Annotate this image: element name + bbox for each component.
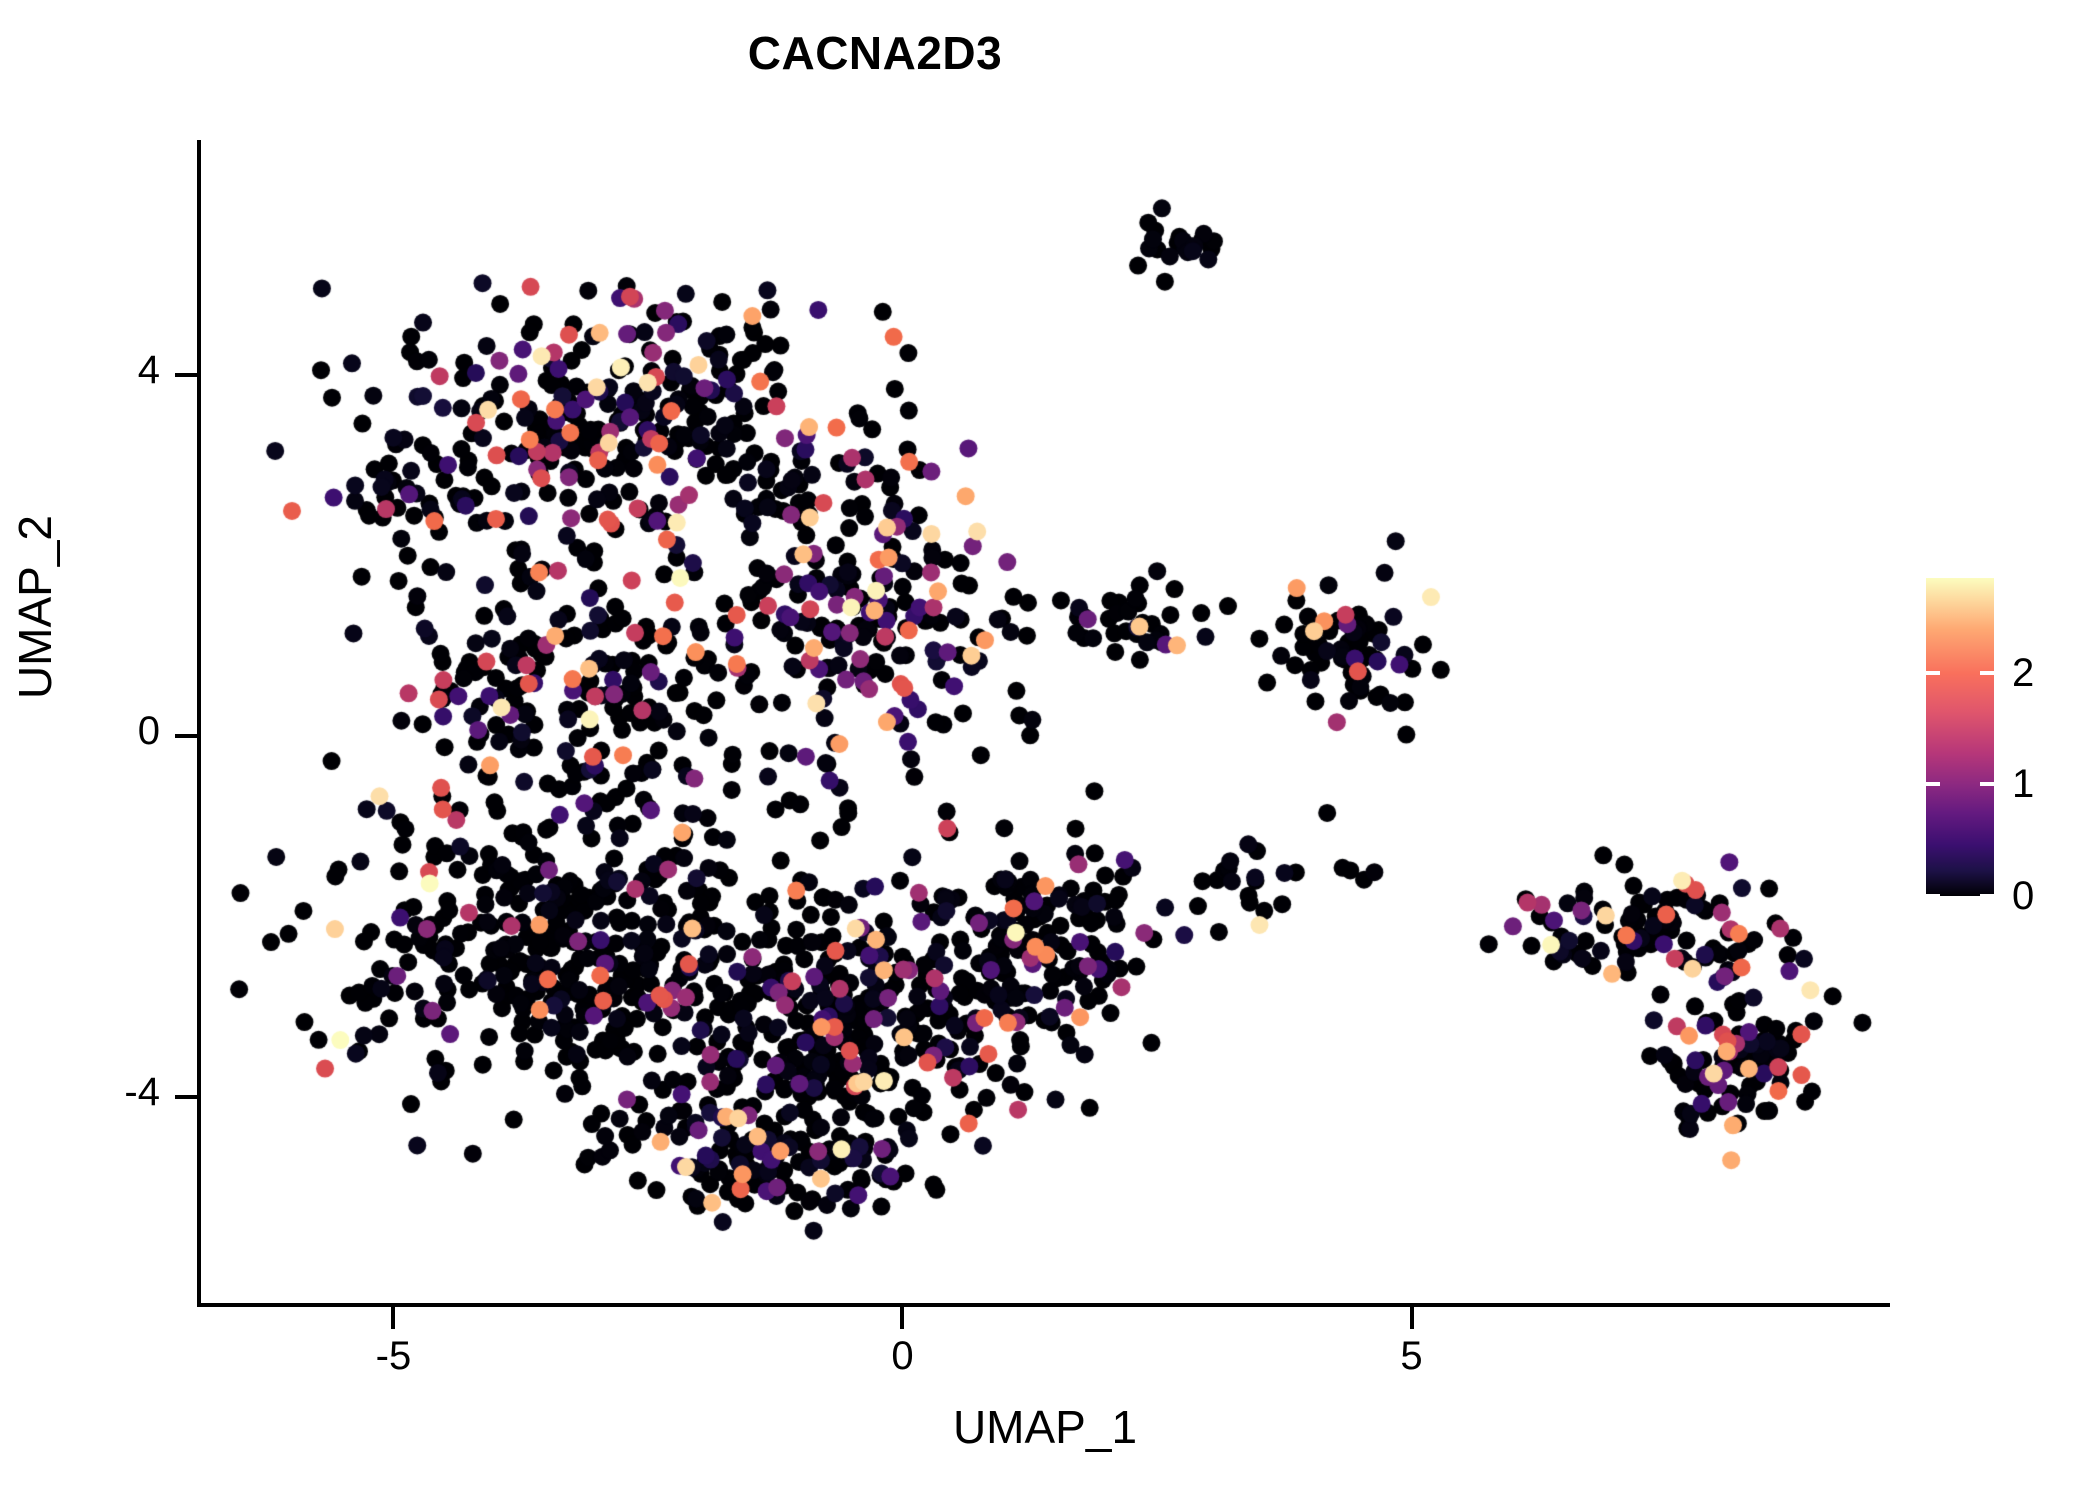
x-tick-label: 5 <box>1400 1334 1423 1378</box>
colorbar-tick-mark <box>1926 782 1940 787</box>
colorbar-tick-mark <box>1980 670 1994 675</box>
colorbar-tick-mark <box>1980 782 1994 787</box>
x-axis-line <box>200 1303 1890 1307</box>
x-axis-title: UMAP_1 <box>952 1401 1138 1453</box>
y-tick-label: -4 <box>124 1070 160 1115</box>
x-tick-mark <box>391 1307 396 1329</box>
colorbar-tick-label: 1 <box>2012 762 2035 807</box>
y-tick-mark <box>175 734 197 739</box>
x-tick-mark <box>1409 1307 1414 1329</box>
x-tick-label: 0 <box>891 1334 914 1378</box>
y-tick-label: 0 <box>137 709 160 754</box>
colorbar-tick-label: 2 <box>2012 650 2035 695</box>
y-tick-label: 4 <box>137 347 160 392</box>
x-tick-label: -5 <box>375 1334 412 1378</box>
plot-panel <box>200 140 1890 1305</box>
x-tick-mark <box>900 1307 905 1329</box>
y-axis-title: UMAP_2 <box>9 514 61 700</box>
colorbar-gradient <box>1926 578 1994 896</box>
page-title: CACNA2D3 <box>747 27 1003 79</box>
y-tick-mark <box>175 1095 197 1100</box>
colorbar-legend: 0 1 2 <box>1926 578 2034 916</box>
y-tick-mark <box>175 372 197 377</box>
colorbar-tick-mark <box>1926 670 1940 675</box>
colorbar-tick-label: 0 <box>2012 874 2035 918</box>
colorbar-tick-mark <box>1980 894 1994 898</box>
y-axis-line <box>197 140 201 1307</box>
colorbar-tick-mark <box>1926 894 1940 898</box>
scatter-canvas <box>200 140 1890 1305</box>
